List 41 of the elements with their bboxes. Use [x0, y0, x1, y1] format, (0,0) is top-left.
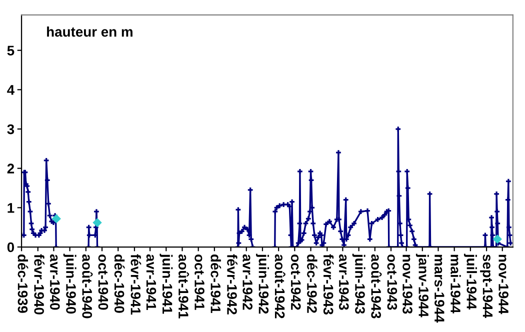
x-tick-label: août-1942 [274, 254, 286, 318]
x-tick-label: déc-1941 [210, 254, 222, 314]
x-tick-label: août-1941 [178, 254, 190, 318]
x-tick-label: mai-1944 [450, 254, 461, 314]
x-tick-label: nov-1944 [498, 254, 508, 314]
x-tick-label: mars-1944 [434, 254, 444, 323]
y-tick-label: 5 [7, 46, 14, 56]
x-tick-label: juin-1941 [160, 254, 173, 314]
x-tick-label: déc-1939 [18, 254, 28, 313]
x-tick-label: févr-1940 [34, 254, 44, 314]
y-tick-label: 4 [7, 85, 15, 95]
point [92, 218, 102, 228]
x-tick-label: juil-1944 [464, 254, 477, 310]
x-tick-label: oct-1940 [98, 254, 108, 310]
x-tick-label: août-1943 [371, 254, 382, 318]
x-tick-label: oct-1941 [194, 254, 204, 310]
x-tick-label: août-1940 [82, 254, 93, 318]
x-tick-label: févr-1942 [227, 254, 238, 314]
x-tick-label: juin-1940 [63, 254, 76, 314]
x-tick-label: nov-1943 [402, 254, 412, 314]
x-tick-label: févr-1941 [130, 254, 142, 315]
x-tick-label: févr-1943 [323, 254, 334, 314]
x-tick-label: déc-1940 [114, 254, 125, 313]
y-tick-label: 0 [7, 242, 14, 252]
y-tick-label: 3 [7, 124, 14, 134]
point [52, 214, 61, 224]
x-tick-label: avr-1940 [50, 254, 60, 310]
x-tick-label: janv-1944 [416, 254, 429, 318]
text: hauteur en m [47, 26, 132, 37]
x-tick-label: sept-1944 [480, 254, 493, 318]
x-tick-label: juin-1942 [256, 254, 269, 314]
point [492, 234, 502, 244]
y-tick-label: 2 [7, 164, 14, 174]
x-tick-label: oct-1942 [290, 254, 301, 310]
x-tick-label: avr-1943 [338, 254, 349, 310]
y-tick-label: 1 [8, 203, 14, 213]
x-tick-label: avr-1941 [146, 254, 156, 310]
x-tick-label: déc-1942 [307, 254, 318, 313]
x-tick-label: oct-1943 [387, 254, 398, 310]
x-tick-label: juin-1943 [352, 254, 366, 314]
x-tick-label: avr-1942 [242, 254, 252, 310]
